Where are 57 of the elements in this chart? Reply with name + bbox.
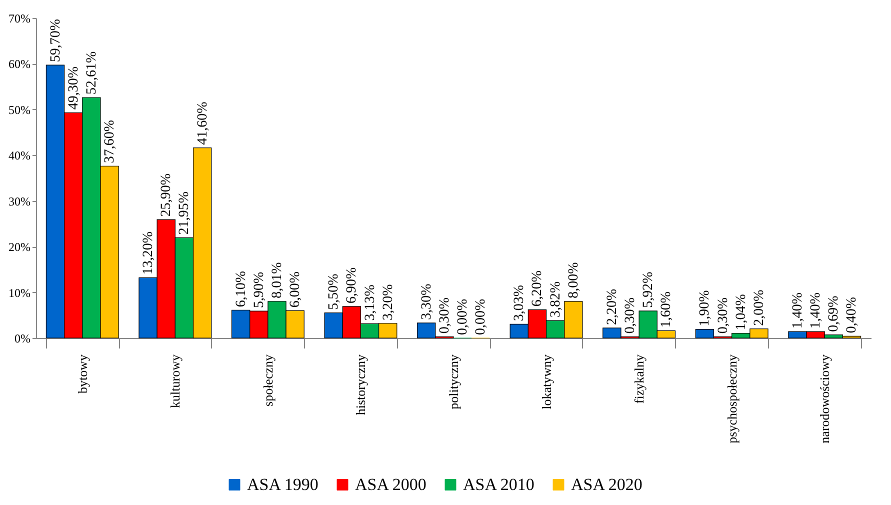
data-label: 52,61% — [84, 50, 100, 94]
data-label: 5,50% — [326, 273, 342, 310]
x-tick-label: społeczny — [260, 354, 276, 406]
data-label: 37,60% — [102, 120, 118, 164]
data-label: 5,92% — [641, 271, 656, 308]
x-tick-label: polityczny — [446, 354, 461, 410]
legend-label: ASA 2000 — [355, 474, 426, 494]
data-label: 3,82% — [548, 281, 564, 318]
data-label: 0,30% — [716, 297, 731, 334]
data-label: 2,00% — [752, 289, 767, 326]
data-label: 6,00% — [288, 271, 304, 308]
data-label: 3,03% — [512, 284, 528, 322]
data-label: 1,40% — [790, 292, 806, 329]
x-tick-label: historyczny — [353, 354, 368, 416]
legend-label: ASA 1990 — [247, 474, 318, 494]
legend-label: ASA 2020 — [571, 474, 642, 494]
data-label: 41,60% — [195, 101, 210, 145]
data-label: 0,69% — [826, 295, 842, 332]
x-tick-label: kulturowy — [168, 354, 183, 408]
data-label: 6,10% — [234, 270, 249, 308]
data-label: 3,30% — [419, 283, 434, 320]
y-tick-label: 10% — [8, 286, 30, 300]
data-label: 1,04% — [734, 294, 749, 330]
x-tick-label: lokatywny — [538, 354, 554, 410]
data-label: 8,01% — [270, 262, 285, 298]
data-label: 59,70% — [48, 18, 64, 62]
data-label: 5,90% — [252, 272, 267, 308]
data-label: 13,20% — [141, 231, 156, 275]
data-label: 0,30% — [623, 297, 638, 334]
data-label: 0,00% — [474, 298, 489, 335]
data-label: 1,90% — [698, 290, 713, 326]
data-label: 25,90% — [159, 173, 174, 217]
data-label: 0,30% — [437, 297, 452, 334]
data-label: 1,40% — [808, 292, 824, 329]
data-label: 3,20% — [380, 284, 396, 320]
data-label: 1,60% — [659, 291, 674, 328]
y-tick-label: 0% — [14, 332, 30, 346]
x-tick-label: narodowościowy — [817, 354, 832, 444]
y-tick-label: 30% — [8, 194, 30, 208]
y-tick-label: 70% — [8, 12, 30, 26]
data-label: 21,95% — [177, 191, 192, 235]
x-tick-label: psychospołeczny — [724, 354, 740, 444]
y-tick-label: 20% — [8, 240, 30, 254]
data-label: 8,00% — [566, 262, 582, 298]
data-label: 3,13% — [362, 284, 378, 321]
data-label: 6,20% — [530, 270, 546, 307]
data-label: 0,00% — [456, 298, 471, 335]
data-label: 6,90% — [344, 266, 360, 304]
x-tick-label: fizykalny — [632, 354, 647, 404]
y-tick-label: 50% — [8, 102, 30, 117]
y-tick-label: 40% — [8, 148, 30, 163]
data-label: 2,20% — [604, 288, 620, 325]
y-tick-label: 60% — [8, 57, 30, 72]
legend-label: ASA 2010 — [463, 474, 534, 494]
data-label: 49,30% — [66, 66, 82, 110]
x-tick-label: bytowy — [74, 354, 90, 394]
data-label: 0,40% — [844, 296, 860, 334]
